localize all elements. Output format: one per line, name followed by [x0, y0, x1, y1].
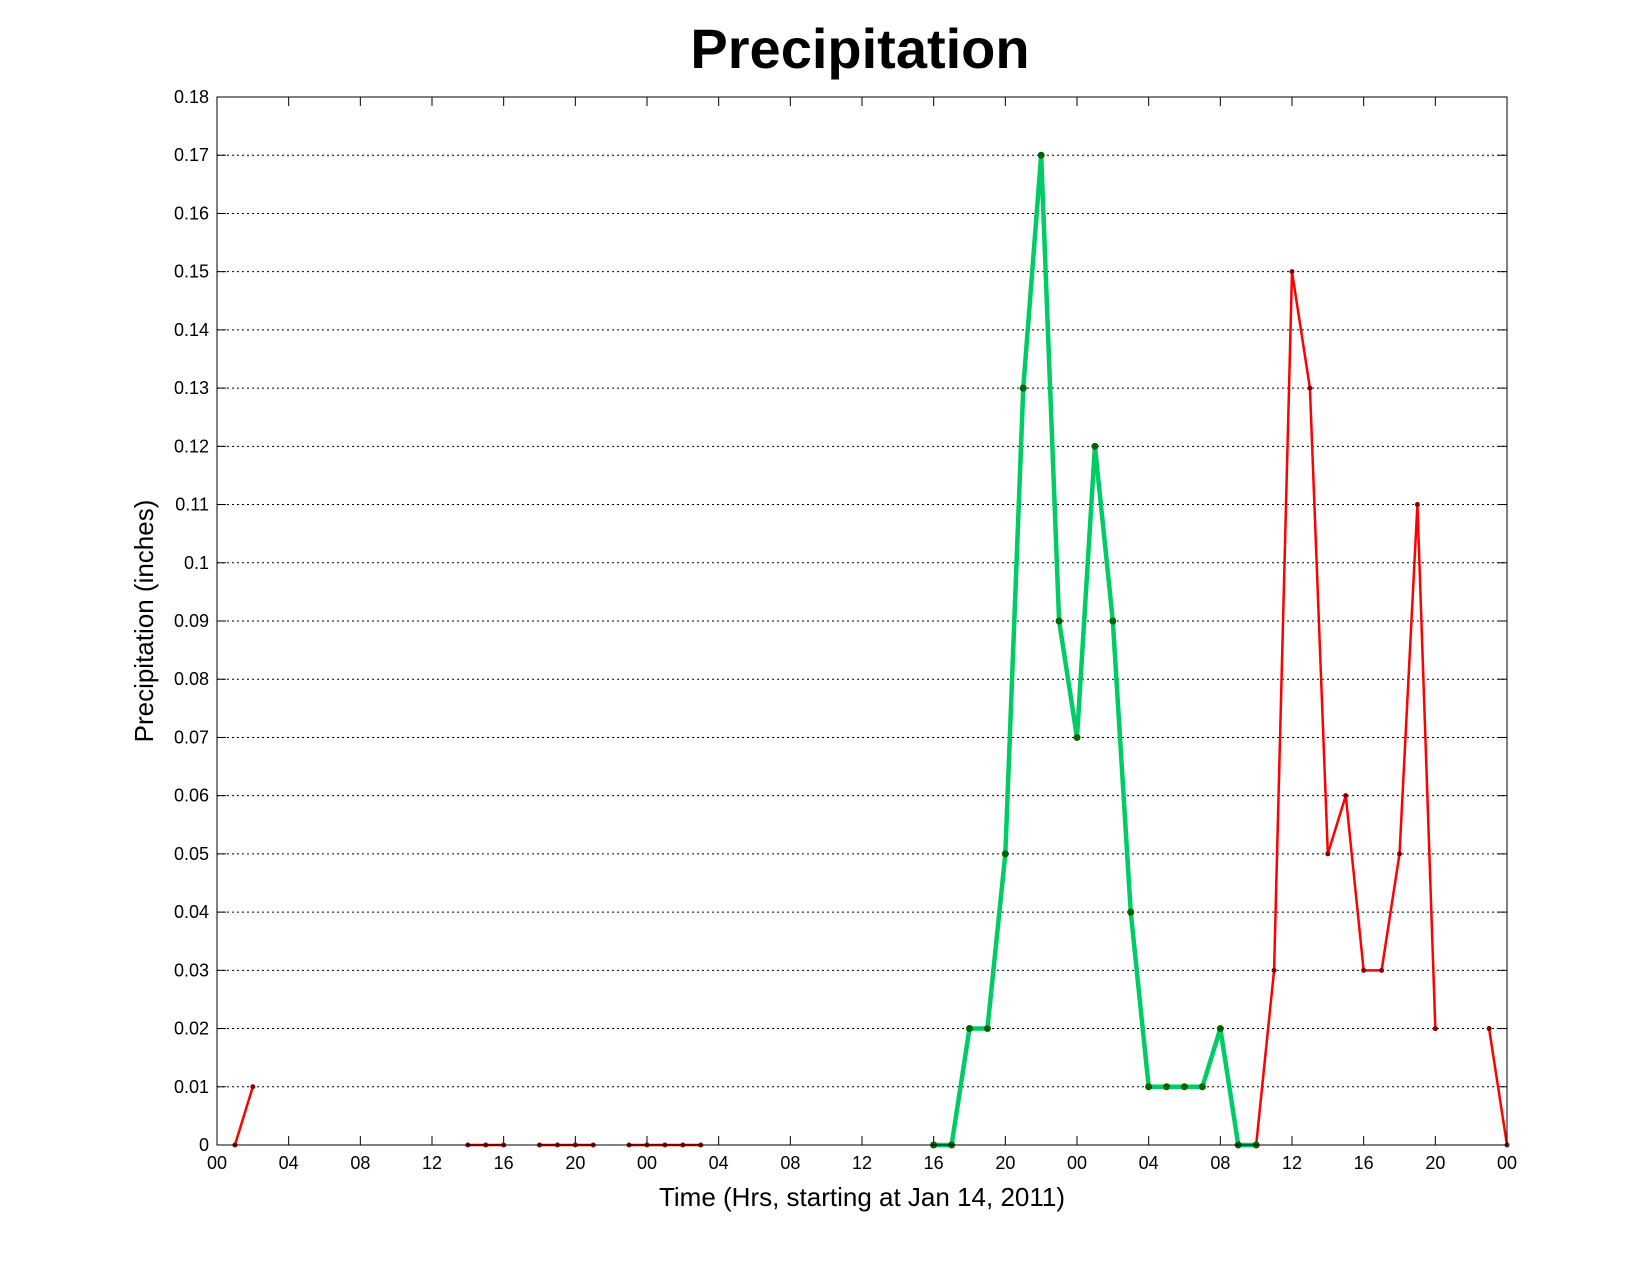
y-tick-label: 0.11 [175, 495, 209, 515]
data-point [1289, 269, 1295, 275]
x-tick-label: 16 [494, 1153, 514, 1173]
series-line [1254, 271, 1437, 1146]
data-point [966, 1025, 973, 1033]
x-tick-label: 04 [709, 1153, 729, 1173]
x-tick-label: 00 [637, 1153, 657, 1173]
y-tick-label: 0.05 [174, 844, 209, 864]
data-point [1091, 442, 1099, 450]
x-axis-ticks: 00 04 08 12 16 20 00 04 08 12 16 20 00 04 08 12 16 20 00 [207, 97, 1517, 1173]
plot-frame [216, 96, 1508, 1146]
x-tick-label: 20 [995, 1153, 1015, 1173]
x-tick-label: 00 [1067, 1153, 1087, 1173]
x-tick-label: 08 [780, 1153, 800, 1173]
y-tick-label: 0.12 [174, 436, 209, 456]
y-tick-label: 0.01 [174, 1077, 209, 1097]
data-point [1001, 850, 1009, 858]
y-tick-label: 0.04 [174, 902, 209, 922]
data-point [1216, 1025, 1224, 1033]
data-point [1397, 851, 1402, 857]
y-tick-label: 0.14 [174, 320, 209, 340]
data-point [1073, 733, 1081, 741]
data-point [1379, 967, 1385, 973]
data-point [250, 1084, 256, 1090]
x-tick-label: 00 [1497, 1153, 1517, 1173]
x-axis-label: Time (Hrs, starting at Jan 14, 2011) [659, 1182, 1065, 1212]
x-tick-label: 04 [1139, 1153, 1159, 1173]
data-point [1019, 384, 1027, 392]
y-tick-label: 0.07 [174, 727, 209, 747]
data-point [1361, 967, 1367, 973]
x-tick-label: 04 [279, 1153, 299, 1173]
data-point [1127, 908, 1135, 916]
x-tick-label: 08 [1210, 1153, 1230, 1173]
x-tick-label: 12 [1282, 1153, 1302, 1173]
x-tick-label: 00 [207, 1153, 227, 1173]
data-point [1486, 1026, 1492, 1032]
data-point [1414, 502, 1420, 508]
y-axis-label: Precipitation (inches) [129, 500, 159, 743]
y-axis-ticks: 0 0.01 0.02 0.03 0.04 0.05 0.06 0.07 0.08 0.09 0.1… [174, 87, 1507, 1155]
data-point [1163, 1083, 1171, 1091]
series-line [1487, 1028, 1509, 1146]
data-point [1181, 1083, 1188, 1091]
chart-title: Precipitation [690, 17, 1029, 80]
x-tick-label: 20 [1425, 1153, 1445, 1173]
y-tick-label: 0.08 [174, 669, 209, 689]
x-tick-label: 12 [422, 1153, 442, 1173]
x-tick-label: 16 [924, 1153, 944, 1173]
data-point [1343, 793, 1349, 799]
series-line [233, 1086, 255, 1146]
y-tick-label: 0.16 [174, 203, 209, 223]
data-point [1271, 967, 1277, 973]
y-tick-label: 0.03 [174, 960, 209, 980]
y-tick-label: 0.09 [174, 611, 209, 631]
x-tick-label: 16 [1354, 1153, 1374, 1173]
data-point [1325, 851, 1331, 857]
data-point [1432, 1026, 1438, 1032]
data-point [1037, 151, 1045, 159]
data-point [1109, 617, 1117, 625]
data-point [983, 1025, 991, 1033]
gridlines [217, 154, 1507, 1088]
data-point [1307, 385, 1313, 391]
data-point [1055, 617, 1063, 625]
x-tick-label: 08 [350, 1153, 370, 1173]
y-tick-label: 0 [199, 1135, 209, 1155]
y-tick-label: 0.06 [174, 786, 209, 806]
series-line [933, 155, 1257, 1148]
data-series [232, 151, 1510, 1149]
y-tick-label: 0.1 [184, 553, 209, 573]
x-tick-label: 12 [852, 1153, 872, 1173]
x-tick-label: 20 [565, 1153, 585, 1173]
y-tick-label: 0.18 [174, 87, 209, 107]
data-point [1198, 1083, 1206, 1091]
y-tick-label: 0.15 [174, 262, 209, 282]
y-tick-label: 0.02 [174, 1019, 209, 1039]
y-tick-label: 0.17 [174, 145, 209, 165]
data-point [1145, 1083, 1153, 1091]
y-tick-label: 0.13 [174, 378, 209, 398]
